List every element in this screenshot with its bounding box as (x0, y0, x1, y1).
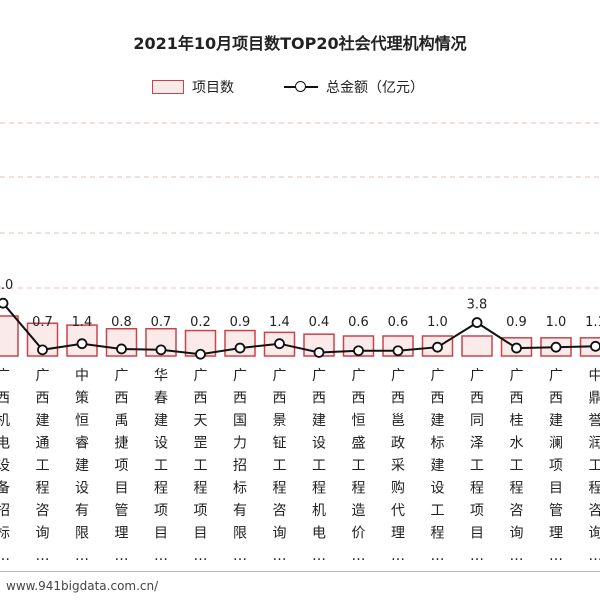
data-label-13: 0.9 (506, 315, 527, 330)
x-tick-label-5: 广西天罡工程项目… (194, 368, 208, 564)
line-point-15 (590, 340, 600, 352)
x-tick-label-15: 中鼎誉润工程咨询… (589, 368, 600, 564)
data-label-12: 3.8 (467, 298, 488, 313)
line-point-8 (313, 347, 325, 358)
line-point-14 (550, 341, 562, 353)
line-point-5 (195, 348, 206, 360)
legend-line-swatch (284, 81, 318, 93)
watermark: www.941bigdata.com.cn/ (6, 579, 159, 593)
x-tick-label-6: 广西国力招标有限… (233, 368, 247, 564)
bar-0 (0, 315, 19, 357)
data-label-1: 0.7 (32, 315, 53, 330)
data-label-3: 0.8 (111, 315, 132, 330)
x-tick-label-3: 广西禹捷项目管理… (115, 368, 129, 564)
x-tick-label-14: 广西建澜项目管理… (549, 368, 563, 564)
x-tick-label-4: 华春建设工程项目… (154, 368, 168, 564)
x-tick-label-12: 广西同泽工程项目… (470, 368, 484, 564)
line-point-9 (353, 345, 364, 357)
x-tick-label-2: 中策恒睿建设有限… (75, 368, 89, 564)
data-label-9: 0.6 (348, 315, 369, 330)
line-point-7 (274, 338, 285, 350)
x-tick-label-9: 广西恒盛工程造价… (352, 368, 366, 564)
legend-line-label: 总金额（亿元） (326, 80, 424, 96)
chart-title: 2021年10月项目数TOP20社会代理机构情况 (133, 34, 467, 53)
x-tick-label-0: 广西机电设备招标… (0, 368, 10, 564)
x-tick-label-11: 广西建标建设工程… (431, 368, 445, 564)
x-tick-label-7: 广西景钲工程咨询… (273, 368, 287, 564)
data-label-15: 1.1 (585, 315, 600, 330)
legend-bar-swatch (152, 80, 184, 94)
data-label-6: 0.9 (230, 315, 251, 330)
line-point-6 (234, 342, 246, 354)
data-label-8: 0.4 (309, 315, 330, 330)
line-point-13 (511, 342, 522, 354)
line-point-2 (76, 338, 88, 350)
legend-item-bars[interactable]: 项目数 (152, 76, 234, 98)
data-label-2: 1.4 (72, 315, 93, 330)
data-label-5: 0.2 (190, 315, 211, 330)
data-label-11: 1.0 (427, 315, 448, 330)
series-line-total-amount (2, 302, 596, 356)
bar-12 (461, 335, 493, 357)
line-point-4 (155, 344, 167, 356)
x-tick-label-13: 广西桂水工程咨询… (510, 368, 524, 564)
legend: 项目数 总金额（亿元） (0, 76, 600, 98)
line-point-11 (432, 341, 443, 353)
bottom-divider (0, 571, 600, 572)
legend-bar-label: 项目数 (192, 80, 234, 96)
data-label-4: 0.7 (151, 315, 172, 330)
line-point-3 (116, 343, 127, 355)
line-point-10 (392, 345, 404, 357)
legend-item-line[interactable]: 总金额（亿元） (284, 76, 424, 98)
x-tick-label-8: 广西建设工程机电… (312, 368, 326, 564)
line-point-0 (0, 297, 9, 309)
x-tick-label-1: 广西建通工程咨询… (36, 368, 50, 564)
line-point-12 (471, 317, 483, 328)
line-point-1 (37, 344, 48, 356)
x-tick-label-10: 广西邕政采购代理… (391, 368, 405, 564)
data-label-0: 6.0 (0, 278, 13, 293)
data-label-10: 0.6 (388, 315, 409, 330)
data-label-7: 1.4 (269, 315, 290, 330)
data-label-14: 1.0 (546, 315, 567, 330)
